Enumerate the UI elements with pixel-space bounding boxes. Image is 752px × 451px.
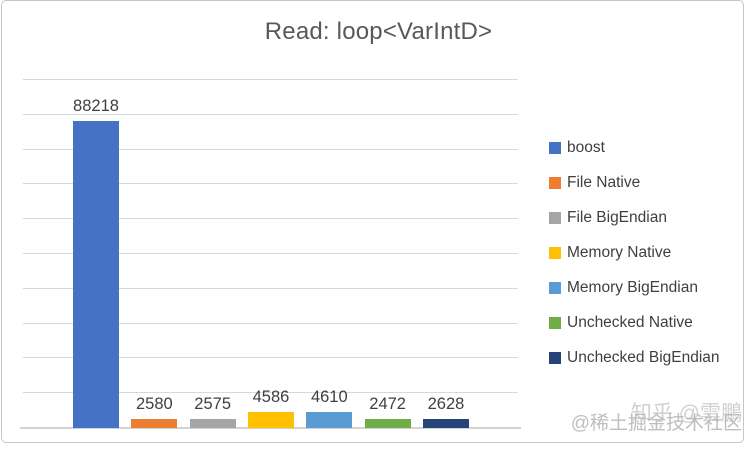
legend-item-memory-bigendian: Memory BigEndian (549, 279, 720, 297)
legend-label: boost (567, 139, 605, 156)
gridline (23, 218, 518, 220)
bar-file-bigendian: 2575 (189, 395, 236, 428)
bar-unchecked-native: 2472 (364, 395, 411, 428)
bar-value-label: 2580 (135, 395, 173, 414)
bar-unchecked-bigendian: 2628 (422, 395, 469, 428)
bar-file-native: 2580 (131, 395, 178, 428)
chart-frame: Read: loop<VarIntD> 88218 2580 2575 4586 461… (1, 0, 744, 443)
bar-value-label: 4586 (252, 388, 290, 407)
legend-label: File Native (567, 174, 641, 191)
legend-label: Unchecked BigEndian (567, 349, 720, 366)
gridline (23, 392, 518, 394)
bar-value-label: 4610 (310, 387, 348, 406)
bar-boost: 88218 (73, 97, 119, 428)
legend-item-boost: boost (549, 139, 720, 157)
bar-value-label: 2575 (194, 395, 232, 414)
bar-value-label: 2628 (427, 394, 465, 413)
legend: boost File Native File BigEndian Memory Nat… (549, 139, 720, 367)
gridline (23, 183, 518, 185)
gridline (23, 148, 518, 150)
legend-label: Unchecked Native (567, 314, 693, 331)
gridline (23, 357, 518, 359)
legend-item-unchecked-bigendian: Unchecked BigEndian (549, 349, 720, 367)
legend-item-memory-native: Memory Native (549, 244, 720, 262)
bar-value-label: 88218 (73, 97, 119, 116)
plot-area: 88218 2580 2575 4586 4610 2472 2628 (20, 79, 521, 429)
legend-label: Memory Native (567, 244, 672, 261)
gridline (23, 79, 518, 80)
legend-swatch (549, 177, 561, 189)
legend-label: Memory BigEndian (567, 279, 698, 296)
gridline (23, 253, 518, 254)
gridline (23, 322, 518, 324)
legend-swatch (549, 352, 561, 364)
legend-item-unchecked-native: Unchecked Native (549, 314, 720, 332)
legend-label: File BigEndian (567, 209, 667, 226)
gridline (23, 113, 518, 115)
legend-swatch (549, 142, 561, 154)
legend-swatch (549, 282, 561, 294)
legend-swatch (549, 212, 561, 224)
watermark-zhihu: 知乎 @雲鵬 (630, 402, 742, 425)
legend-item-file-native: File Native (549, 174, 720, 192)
chart-title: Read: loop<VarIntD> (264, 18, 493, 45)
legend-swatch (549, 317, 561, 329)
bar-memory-bigendian: 4610 (306, 388, 353, 428)
bar-value-label: 2472 (369, 395, 406, 414)
bar-memory-native: 4586 (247, 388, 294, 428)
gridline (23, 287, 518, 289)
x-axis-line (20, 427, 521, 429)
legend-swatch (549, 247, 561, 259)
legend-item-file-bigendian: File BigEndian (549, 209, 720, 227)
watermark-juejin: @稀土掘金技术社区 (570, 413, 742, 434)
